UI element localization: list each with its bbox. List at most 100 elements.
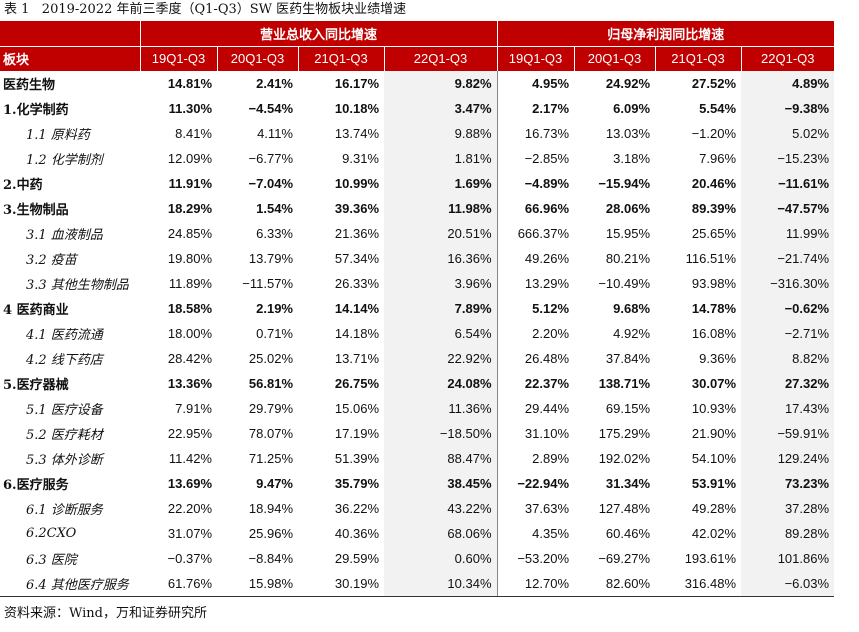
- profit-growth-cell: 127.48%: [598, 501, 651, 516]
- revenue-growth-cell: −11.57%: [242, 276, 293, 291]
- profit-growth-cell: 26.48%: [524, 351, 570, 366]
- profit-growth-cell: 5.02%: [741, 121, 835, 146]
- segment-name: 3.生物制品: [3, 203, 69, 218]
- revenue-growth-cell: 11.98%: [384, 196, 498, 221]
- profit-growth-cell: 13.29%: [524, 276, 570, 291]
- profit-growth-cell: 80.21%: [605, 251, 651, 266]
- profit-growth-cell: 66.96%: [524, 201, 570, 216]
- table-row: 3.生物制品 18.29% 1.54% 39.36% 11.98% 66.96% 28.06…: [0, 196, 835, 221]
- profit-growth-cell: −10.49%: [598, 276, 651, 291]
- profit-growth-cell: 4.89%: [741, 71, 835, 96]
- revenue-growth-cell: 9.88%: [384, 121, 498, 146]
- revenue-growth-cell: 18.94%: [248, 501, 293, 516]
- revenue-growth-cell: 2.19%: [256, 301, 293, 316]
- revenue-growth-cell: 18.00%: [167, 326, 212, 341]
- revenue-growth-cell: 7.91%: [175, 401, 212, 416]
- profit-growth-cell: 53.91%: [691, 476, 737, 491]
- segment-name: 3.2 疫苗: [26, 253, 77, 268]
- segment-name: 4.2 线下药店: [26, 353, 103, 368]
- profit-growth-cell: 2.20%: [532, 326, 570, 341]
- revenue-growth-cell: 43.22%: [384, 496, 498, 521]
- revenue-growth-cell: 1.81%: [384, 146, 498, 171]
- profit-growth-cell: 37.28%: [741, 496, 835, 521]
- table-row: 3.1 血液制品 24.85% 6.33% 21.36% 20.51% 666.37% 15…: [0, 221, 835, 246]
- revenue-growth-cell: −0.37%: [167, 551, 212, 566]
- profit-growth-cell: −15.23%: [741, 146, 835, 171]
- profit-growth-cell: 316.48%: [655, 571, 742, 597]
- profit-growth-cell: 13.03%: [605, 126, 651, 141]
- performance-table: 营业总收入同比增速 归母净利润同比增速 板块 19Q1-Q3 20Q1-Q3 2…: [0, 21, 835, 597]
- revenue-growth-cell: 88.47%: [384, 446, 498, 471]
- revenue-growth-cell: 10.18%: [334, 101, 379, 116]
- revenue-growth-cell: 25.02%: [248, 351, 293, 366]
- table-body: 医药生物 14.81% 2.41% 16.17% 9.82% 4.95% 24.92% 27.…: [0, 71, 835, 597]
- revenue-growth-cell: 13.74%: [334, 126, 379, 141]
- table-row: 5.医疗器械 13.36% 56.81% 26.75% 24.08% 22.37% 138.…: [0, 371, 835, 396]
- profit-growth-cell: 192.02%: [598, 451, 651, 466]
- segment-name: 4 医药商业: [3, 303, 69, 318]
- revenue-growth-cell: 25.96%: [248, 526, 293, 541]
- revenue-period-header: 20Q1-Q3: [216, 46, 298, 71]
- profit-growth-cell: 25.65%: [691, 226, 737, 241]
- segment-name: 医药生物: [3, 78, 56, 93]
- table-row: 3.2 疫苗 19.80% 13.79% 57.34% 16.36% 49.26% 80.2…: [0, 246, 835, 271]
- revenue-growth-cell: 20.51%: [384, 221, 498, 246]
- revenue-growth-cell: 0.71%: [256, 326, 293, 341]
- profit-growth-cell: 24.92%: [605, 76, 651, 91]
- profit-growth-cell: −21.74%: [741, 246, 835, 271]
- revenue-growth-cell: 3.96%: [384, 271, 498, 296]
- source-note: 资料来源：Wind，万和证券研究所: [4, 606, 207, 621]
- profit-growth-cell: −2.71%: [741, 321, 835, 346]
- profit-growth-cell: 116.51%: [685, 251, 737, 266]
- segment-name: 3.1 血液制品: [26, 228, 103, 243]
- revenue-growth-cell: 18.29%: [167, 201, 212, 216]
- revenue-growth-cell: 11.42%: [168, 451, 212, 466]
- revenue-growth-cell: 40.36%: [334, 526, 379, 541]
- profit-growth-cell: 30.07%: [691, 376, 737, 391]
- revenue-growth-cell: 68.06%: [384, 521, 498, 546]
- profit-growth-cell: −0.62%: [741, 296, 835, 321]
- profit-growth-cell: 60.46%: [605, 526, 651, 541]
- table-row: 1.化学制药 11.30% −4.54% 10.18% 3.47% 2.17% 6.09% 5…: [0, 96, 835, 121]
- revenue-growth-cell: 22.92%: [384, 346, 498, 371]
- revenue-growth-cell: 57.34%: [334, 251, 379, 266]
- segment-name: 2.中药: [3, 178, 43, 193]
- revenue-growth-cell: 29.59%: [334, 551, 379, 566]
- revenue-growth-cell: 6.33%: [256, 226, 293, 241]
- table-caption: 表 1 2019-2022 年前三季度（Q1-Q3）SW 医药生物板块业绩增速: [4, 2, 407, 17]
- revenue-growth-cell: 9.47%: [256, 476, 293, 491]
- revenue-growth-cell: 14.81%: [167, 76, 212, 91]
- revenue-growth-cell: 78.07%: [248, 426, 293, 441]
- profit-growth-cell: 21.90%: [691, 426, 737, 441]
- table-row: 3.3 其他生物制品 11.89% −11.57% 26.33% 3.96% 13.29%…: [0, 271, 835, 296]
- profit-growth-cell: 29.44%: [524, 401, 570, 416]
- revenue-group-header: 营业总收入同比增速: [139, 21, 498, 47]
- revenue-growth-cell: 16.36%: [384, 246, 498, 271]
- profit-growth-cell: 2.89%: [532, 451, 570, 466]
- table-row: 4 医药商业 18.58% 2.19% 14.14% 7.89% 5.12% 9.68% 14…: [0, 296, 835, 321]
- profit-growth-cell: 193.61%: [684, 551, 737, 566]
- profit-growth-cell: −11.61%: [741, 171, 835, 196]
- profit-growth-cell: 2.17%: [532, 101, 570, 116]
- revenue-growth-cell: 10.34%: [384, 571, 498, 597]
- revenue-growth-cell: 0.60%: [384, 546, 498, 571]
- table-row: 4.2 线下药店 28.42% 25.02% 13.71% 22.92% 26.48% 37…: [0, 346, 835, 371]
- revenue-growth-cell: 11.91%: [168, 176, 212, 191]
- revenue-growth-cell: 21.36%: [334, 226, 379, 241]
- revenue-growth-cell: 51.39%: [334, 451, 379, 466]
- profit-growth-cell: 49.26%: [524, 251, 570, 266]
- revenue-growth-cell: 22.20%: [167, 501, 212, 516]
- revenue-growth-cell: 24.85%: [167, 226, 212, 241]
- revenue-growth-cell: 35.79%: [334, 476, 379, 491]
- profit-growth-cell: 4.92%: [613, 326, 651, 341]
- profit-growth-cell: 37.63%: [524, 501, 570, 516]
- revenue-growth-cell: 14.14%: [334, 301, 379, 316]
- profit-growth-cell: 54.10%: [691, 451, 737, 466]
- revenue-growth-cell: 16.17%: [334, 76, 379, 91]
- profit-growth-cell: 73.23%: [741, 471, 835, 496]
- table-row: 6.医疗服务 13.69% 9.47% 35.79% 38.45% −22.94% 31.3…: [0, 471, 835, 496]
- revenue-growth-cell: 11.30%: [168, 101, 212, 116]
- profit-growth-cell: 20.46%: [691, 176, 737, 191]
- revenue-growth-cell: 3.47%: [384, 96, 498, 121]
- profit-growth-cell: 15.95%: [605, 226, 651, 241]
